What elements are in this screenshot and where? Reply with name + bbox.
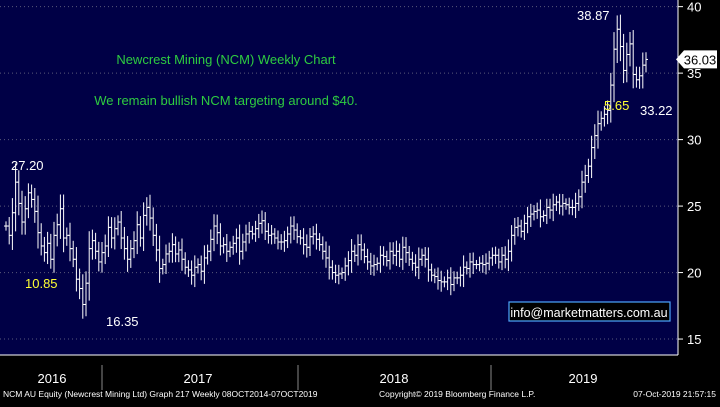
- last-price-marker: 36.03: [676, 50, 717, 69]
- y-tick-label: 30: [687, 133, 701, 148]
- plot-area: [0, 0, 678, 355]
- footer-security-info: NCM AU Equity (Newcrest Mining Ltd) Grap…: [3, 389, 318, 399]
- price-annotations: 27.20 10.85 16.35 38.87 5.65 33.22: [11, 8, 673, 329]
- price-bars: [4, 14, 648, 319]
- x-tick-label: 2019: [569, 371, 598, 386]
- footer-timestamp: 07-Oct-2019 21:57:15: [633, 389, 716, 399]
- price-bar: [644, 52, 648, 73]
- annotation-label: 10.85: [25, 276, 58, 291]
- chart-subtitle: We remain bullish NCM targeting around $…: [94, 93, 358, 108]
- x-tick-label: 2016: [38, 371, 67, 386]
- annotation-label: 5.65: [604, 98, 629, 113]
- chart-title: Newcrest Mining (NCM) Weekly Chart: [116, 52, 336, 67]
- y-tick-label: 15: [687, 332, 701, 347]
- y-tick-label: 25: [687, 199, 701, 214]
- y-tick-label: 20: [687, 266, 701, 281]
- x-tick-label: 2018: [380, 371, 409, 386]
- x-tick-label: 2017: [184, 371, 213, 386]
- footer-bar: NCM AU Equity (Newcrest Mining Ltd) Grap…: [3, 389, 716, 399]
- y-tick-label: 35: [687, 66, 701, 81]
- footer-copyright: Copyright© 2019 Bloomberg Finance L.P.: [379, 389, 535, 399]
- annotation-label: 33.22: [640, 103, 673, 118]
- annotation-label: 38.87: [577, 8, 610, 23]
- x-axis: 2016 2017 2018 2019: [0, 354, 678, 386]
- info-box-border: [508, 301, 671, 322]
- info-box[interactable]: info@marketmatters.com.au: [508, 301, 671, 322]
- annotation-label: 27.20: [11, 158, 44, 173]
- last-price-tag: [676, 50, 717, 69]
- year-dividers: [101, 365, 492, 390]
- annotation-label: 16.35: [106, 314, 139, 329]
- grid-lines: [0, 6, 678, 340]
- info-email-link[interactable]: info@marketmatters.com.au: [510, 306, 667, 320]
- last-price-label: 36.03: [684, 52, 717, 67]
- y-tick-label: 40: [687, 0, 701, 15]
